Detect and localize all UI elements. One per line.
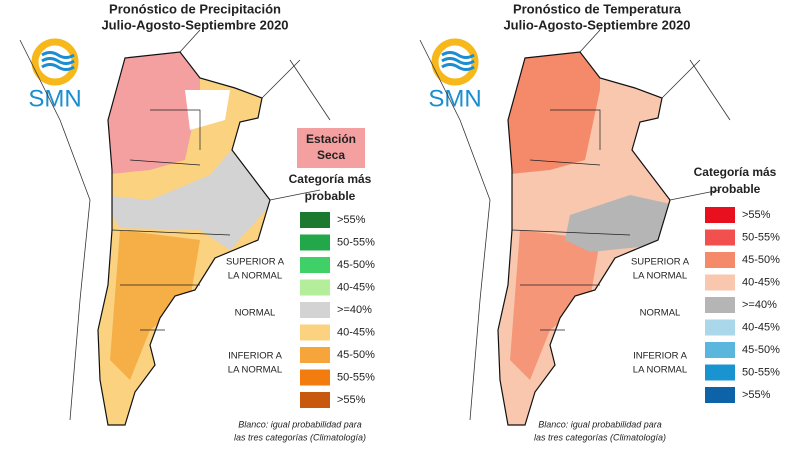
- legend-label: 40-45%: [337, 281, 375, 293]
- legend-swatch: [705, 274, 735, 291]
- group-label: SUPERIOR A: [631, 257, 690, 268]
- legend-label: 50-55%: [337, 371, 375, 383]
- logo-wave: [441, 57, 475, 65]
- note: las tres categorías (Climatología): [234, 432, 366, 442]
- region: [510, 230, 600, 380]
- note: las tres categorías (Climatología): [534, 432, 666, 442]
- badge-box: [297, 128, 365, 168]
- region-white: [185, 90, 230, 130]
- legend-label: >=40%: [742, 299, 777, 311]
- legend-swatch: [300, 279, 330, 296]
- legend-label: >55%: [337, 394, 366, 406]
- logo-wave: [441, 51, 475, 59]
- region: [100, 140, 270, 250]
- legend-label: 40-45%: [337, 326, 375, 338]
- legend-title: probable: [305, 189, 356, 203]
- legend-swatch: [705, 252, 735, 268]
- group-label: NORMAL: [235, 308, 276, 319]
- country-outline: [497, 51, 671, 426]
- legend-label: 50-55%: [337, 236, 375, 248]
- group-label: INFERIOR A: [228, 351, 283, 362]
- map-fill: [98, 52, 270, 425]
- neighbor-border: [19, 29, 331, 421]
- legend-label: >55%: [337, 214, 366, 226]
- badge-text: Seca: [317, 148, 345, 162]
- legend-label: 45-50%: [742, 254, 780, 266]
- legend-label: 45-50%: [742, 344, 780, 356]
- legend-label: >=40%: [337, 304, 372, 316]
- legend-swatch: [300, 257, 330, 273]
- legend-swatch: [705, 229, 735, 246]
- legend-title: Categoría más: [289, 172, 372, 186]
- legend-swatch: [705, 364, 735, 381]
- legend-swatch: [300, 369, 330, 386]
- group-label: SUPERIOR A: [226, 257, 285, 268]
- region: [565, 195, 670, 252]
- logo-wave: [441, 63, 475, 71]
- legend-label: >55%: [742, 209, 771, 221]
- province-border: [111, 109, 231, 331]
- legend-label: 45-50%: [337, 349, 375, 361]
- legend-label: 50-55%: [742, 366, 780, 378]
- legend-title: Categoría más: [694, 165, 777, 179]
- map-subtitle: Julio-Agosto-Septiembre 2020: [503, 17, 690, 32]
- legend-swatch: [705, 387, 735, 403]
- region: [100, 52, 200, 175]
- legend-label: 45-50%: [337, 259, 375, 271]
- group-label: LA NORMAL: [633, 271, 687, 282]
- legend-swatch: [705, 297, 735, 313]
- legend-swatch: [705, 342, 735, 358]
- logo-wave: [41, 63, 75, 71]
- logo-ring: [31, 38, 79, 86]
- group-label: LA NORMAL: [228, 365, 282, 376]
- legend-swatch: [300, 392, 330, 408]
- legend-swatch: [300, 324, 330, 341]
- logo-text: SMN: [428, 85, 481, 112]
- map-title: Pronóstico de Precipitación: [109, 1, 281, 16]
- legend-label: 40-45%: [742, 276, 780, 288]
- logo: [31, 38, 79, 86]
- group-label: NORMAL: [640, 308, 681, 319]
- legend-label: >55%: [742, 389, 771, 401]
- map: [19, 29, 331, 426]
- legend-title: probable: [710, 182, 761, 196]
- legend-swatch: [705, 207, 735, 223]
- legend-swatch: [300, 302, 330, 318]
- group-label: INFERIOR A: [633, 351, 688, 362]
- logo-wave: [41, 57, 75, 65]
- map-title: Pronóstico de Temperatura: [513, 1, 682, 16]
- region: [110, 230, 200, 380]
- logo-wave: [41, 51, 75, 59]
- badge-text: Estación: [306, 132, 356, 146]
- logo-text: SMN: [28, 85, 81, 112]
- group-label: LA NORMAL: [228, 271, 282, 282]
- panel: Pronóstico de TemperaturaJulio-Agosto-Se…: [419, 1, 780, 442]
- region: [500, 52, 600, 175]
- note: Blanco: igual probabilidad para: [538, 419, 662, 429]
- group-label: LA NORMAL: [633, 365, 687, 376]
- legend-label: 50-55%: [742, 231, 780, 243]
- legend-swatch: [300, 212, 330, 228]
- map-fill: [498, 52, 670, 425]
- legend-swatch: [300, 234, 330, 251]
- note: Blanco: igual probabilidad para: [238, 419, 362, 429]
- legend-swatch: [705, 319, 735, 336]
- legend-swatch: [300, 347, 330, 363]
- map-subtitle: Julio-Agosto-Septiembre 2020: [101, 17, 288, 32]
- panel: Pronóstico de PrecipitaciónJulio-Agosto-…: [19, 1, 375, 442]
- neighbor-border: [419, 29, 731, 421]
- logo-ring: [431, 38, 479, 86]
- province-border: [511, 109, 631, 331]
- country-outline: [97, 51, 271, 426]
- logo: [431, 38, 479, 86]
- legend-label: 40-45%: [742, 321, 780, 333]
